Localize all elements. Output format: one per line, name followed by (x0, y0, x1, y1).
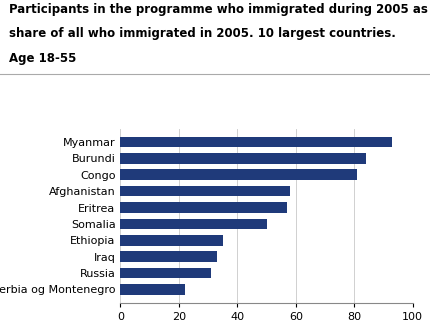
Bar (120, 186, 290, 196)
Bar (120, 268, 211, 279)
Bar (120, 235, 223, 246)
Bar (120, 202, 287, 213)
Bar (120, 251, 217, 262)
Bar (120, 284, 185, 295)
Bar (120, 153, 366, 164)
Bar (120, 137, 392, 147)
Bar (120, 219, 267, 229)
Text: share of all who immigrated in 2005. 10 largest countries.: share of all who immigrated in 2005. 10 … (9, 27, 396, 40)
Text: Age 18-55: Age 18-55 (9, 52, 76, 64)
Bar (120, 169, 357, 180)
Text: Participants in the programme who immigrated during 2005 as a: Participants in the programme who immigr… (9, 3, 430, 16)
